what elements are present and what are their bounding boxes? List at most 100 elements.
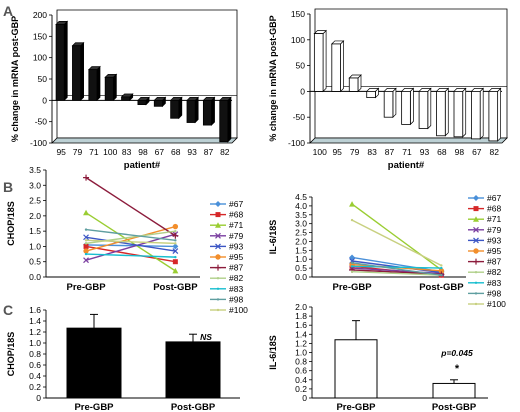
legend-label: #83 <box>229 284 243 294</box>
y-tick-label: 0 <box>302 393 307 403</box>
bar <box>72 45 82 101</box>
bar-side <box>340 40 344 93</box>
y-tick-label: 0.4 <box>29 371 41 381</box>
point-marker <box>473 248 479 254</box>
point-marker <box>350 265 354 268</box>
y-tick-label: 1.0 <box>29 241 41 251</box>
point-marker <box>83 243 89 249</box>
legend-label: #100 <box>487 299 506 309</box>
chart-b-left: 0.0 0.5 1.0 1.5 2.0 2.5 3.0 3.5 Pre-GBP Post-GBP #… <box>6 165 248 315</box>
y-tick-label: 2.5 <box>29 196 41 206</box>
panel-letter-a: A <box>3 3 13 19</box>
point-marker <box>473 206 479 212</box>
point-marker <box>216 287 220 290</box>
point-marker <box>473 216 479 222</box>
point-marker <box>350 270 354 273</box>
chart-a-left: -100 -50 0 50 100 150 200 95 79 71 100 83 98 67 68 93 87… <box>10 9 238 171</box>
y-tick-label: 0 <box>42 95 47 105</box>
x-tick-label: 83 <box>367 147 377 157</box>
y-tick-label: 2.0 <box>295 236 307 246</box>
bar <box>170 99 180 119</box>
series-line <box>351 262 442 276</box>
y-tick-label: 150 <box>291 9 305 19</box>
point-marker <box>172 248 179 254</box>
y-tick-label: 1.5 <box>295 245 307 255</box>
bar-side <box>63 20 68 102</box>
series-line <box>351 203 442 271</box>
legend-label: #68 <box>229 210 243 220</box>
bar <box>488 91 499 142</box>
legend-label: #71 <box>487 214 501 224</box>
point-marker <box>216 298 220 301</box>
x-tick-label: 71 <box>402 147 412 157</box>
point-marker <box>83 209 90 216</box>
legend-label: #82 <box>229 273 243 283</box>
y-tick-label: 150 <box>33 31 47 41</box>
bar <box>186 99 196 123</box>
x-tick-label: 67 <box>155 147 165 157</box>
point-marker <box>473 226 479 233</box>
point-marker <box>84 242 88 245</box>
bar-side <box>96 65 101 102</box>
y-tick-label: 50 <box>38 74 48 84</box>
series-line <box>86 253 176 258</box>
bar <box>88 69 98 101</box>
bar <box>348 77 359 92</box>
x-tick-label: 95 <box>56 147 66 157</box>
x-tick-label: Pre-GBP <box>74 402 114 412</box>
bar-side <box>462 87 467 138</box>
bar <box>436 91 446 137</box>
legend-label: #95 <box>487 246 501 256</box>
x-tick-label: Pre-GBP <box>67 282 107 293</box>
x-tick-label: 87 <box>385 147 395 157</box>
point-marker <box>215 222 221 228</box>
bar-side <box>322 29 327 93</box>
y-tick-label: 0.8 <box>295 357 307 367</box>
legend-label: #98 <box>487 288 501 298</box>
y-tick-label: 0.2 <box>29 382 41 392</box>
x-tick-label: 93 <box>420 147 430 157</box>
y-axis-label: CHOP/18S <box>6 201 16 246</box>
y-tick-label: -100 <box>30 138 47 148</box>
point-marker <box>474 302 478 306</box>
bar <box>219 99 229 143</box>
y-tick-label: 100 <box>291 35 305 45</box>
bar-side <box>392 87 397 119</box>
x-tick-label: 95 <box>332 147 342 157</box>
y-axis-label: % change in mRNA post-GBP <box>268 15 278 141</box>
bar <box>153 99 163 107</box>
y-tick-label: 0.5 <box>29 257 41 267</box>
bar <box>55 23 65 101</box>
x-tick-label: 68 <box>437 147 447 157</box>
point-marker <box>174 239 177 242</box>
legend-label: #67 <box>229 199 243 209</box>
x-tick-label: 79 <box>350 147 360 157</box>
point-marker <box>474 281 478 284</box>
legend-label: #100 <box>229 305 248 315</box>
y-tick-label: 1.0 <box>295 348 307 358</box>
y-tick-label: -100 <box>288 138 305 148</box>
y-tick-label: 0.4 <box>295 375 307 385</box>
y-tick-label: 3.0 <box>29 180 41 190</box>
y-tick-label: 1.5 <box>29 226 41 236</box>
y-tick-label: 1.0 <box>295 254 307 264</box>
point-marker <box>83 174 90 181</box>
x-tick-label: 93 <box>187 147 197 157</box>
x-tick-label: 67 <box>472 147 482 157</box>
y-tick-label: 1.6 <box>29 305 41 315</box>
point-marker <box>83 234 89 241</box>
point-marker <box>172 259 178 265</box>
bar <box>121 96 131 101</box>
y-tick-label: 50 <box>296 61 306 71</box>
x-axis-label: patient# <box>124 160 161 171</box>
y-axis-label: % change in mRNA post-GBP <box>10 16 20 142</box>
x-tick-label: 68 <box>171 147 181 157</box>
y-tick-label: 0.2 <box>295 384 307 394</box>
bar-side <box>194 96 199 124</box>
x-tick-label: 83 <box>122 147 132 157</box>
legend-label: #98 <box>229 294 243 304</box>
series-line <box>85 225 176 252</box>
bar <box>366 91 376 98</box>
